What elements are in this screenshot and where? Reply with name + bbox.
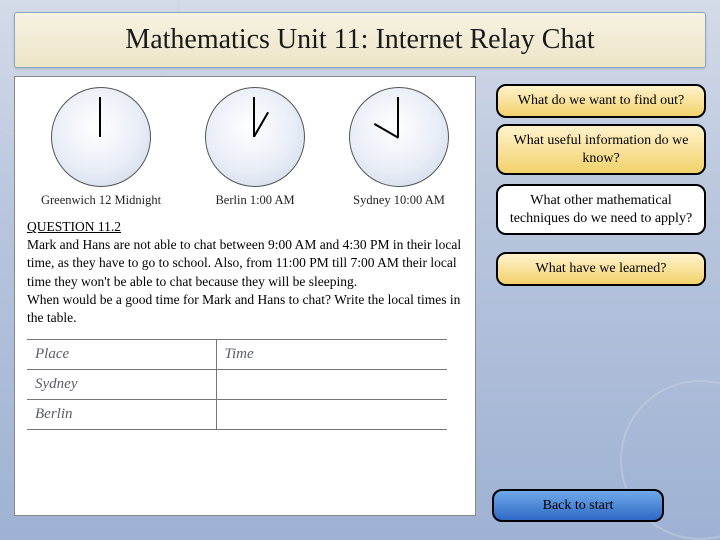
question-heading: QUESTION 11.2 xyxy=(27,219,121,234)
question-body-1: Mark and Hans are not able to chat betwe… xyxy=(27,237,461,288)
clock-label: Greenwich 12 Midnight xyxy=(41,193,161,208)
back-to-start-button[interactable]: Back to start xyxy=(492,489,664,523)
main-panel: Greenwich 12 Midnight Berlin 1:00 AM Syd… xyxy=(14,76,476,516)
clock-face xyxy=(51,87,151,187)
nav-button-learned[interactable]: What have we learned? xyxy=(496,252,706,286)
back-label: Back to start xyxy=(543,498,614,513)
hour-hand xyxy=(253,112,269,137)
page-title: Mathematics Unit 11: Internet Relay Chat xyxy=(14,12,706,68)
nav-label: What do we want to find out? xyxy=(518,93,684,108)
clocks-row: Greenwich 12 Midnight Berlin 1:00 AM Syd… xyxy=(15,77,475,212)
hour-hand xyxy=(374,123,399,139)
answer-table: Place Time Sydney Berlin xyxy=(27,339,447,430)
clock-label: Berlin 1:00 AM xyxy=(215,193,294,208)
clock-label: Sydney 10:00 AM xyxy=(353,193,445,208)
table-header-time: Time xyxy=(216,340,447,370)
nav-label: What other mathematical techniques do we… xyxy=(510,193,692,226)
table-cell-sydney: Sydney xyxy=(27,370,216,400)
nav-label: What useful information do we know? xyxy=(514,133,689,166)
table-header-place: Place xyxy=(27,340,216,370)
clock-sydney: Sydney 10:00 AM xyxy=(349,87,449,208)
nav-button-useful-info[interactable]: What useful information do we know? xyxy=(496,124,706,175)
clock-face xyxy=(205,87,305,187)
clock-greenwich: Greenwich 12 Midnight xyxy=(41,87,161,208)
table-cell xyxy=(216,400,447,430)
table-cell xyxy=(216,370,447,400)
table-row: Place Time xyxy=(27,340,447,370)
nav-label: What have we learned? xyxy=(536,261,667,276)
minute-hand xyxy=(100,97,102,137)
table-row: Sydney xyxy=(27,370,447,400)
nav-button-techniques[interactable]: What other mathematical techniques do we… xyxy=(496,184,706,235)
nav-button-find-out[interactable]: What do we want to find out? xyxy=(496,84,706,118)
minute-hand xyxy=(254,97,256,137)
question-body-2: When would be a good time for Mark and H… xyxy=(27,292,460,325)
question-text: QUESTION 11.2 Mark and Hans are not able… xyxy=(15,212,475,335)
minute-hand xyxy=(398,97,400,137)
table-cell-berlin: Berlin xyxy=(27,400,216,430)
clock-berlin: Berlin 1:00 AM xyxy=(205,87,305,208)
clock-face xyxy=(349,87,449,187)
title-text: Mathematics Unit 11: Internet Relay Chat xyxy=(125,24,594,56)
table-row: Berlin xyxy=(27,400,447,430)
